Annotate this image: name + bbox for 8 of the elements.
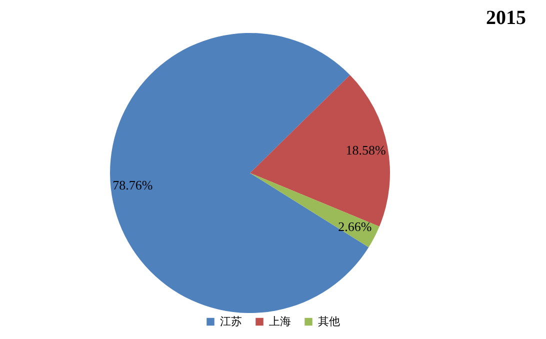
legend-label: 江苏: [220, 314, 242, 328]
pie-slice: [250, 173, 380, 248]
legend-label: 上海: [269, 314, 291, 328]
data-label: 78.76%: [112, 178, 153, 193]
text: 2015: [486, 7, 526, 29]
data-label: 2.66%: [338, 219, 372, 234]
data-label: 18.58%: [346, 142, 386, 158]
legend-label: 其他: [318, 314, 340, 328]
